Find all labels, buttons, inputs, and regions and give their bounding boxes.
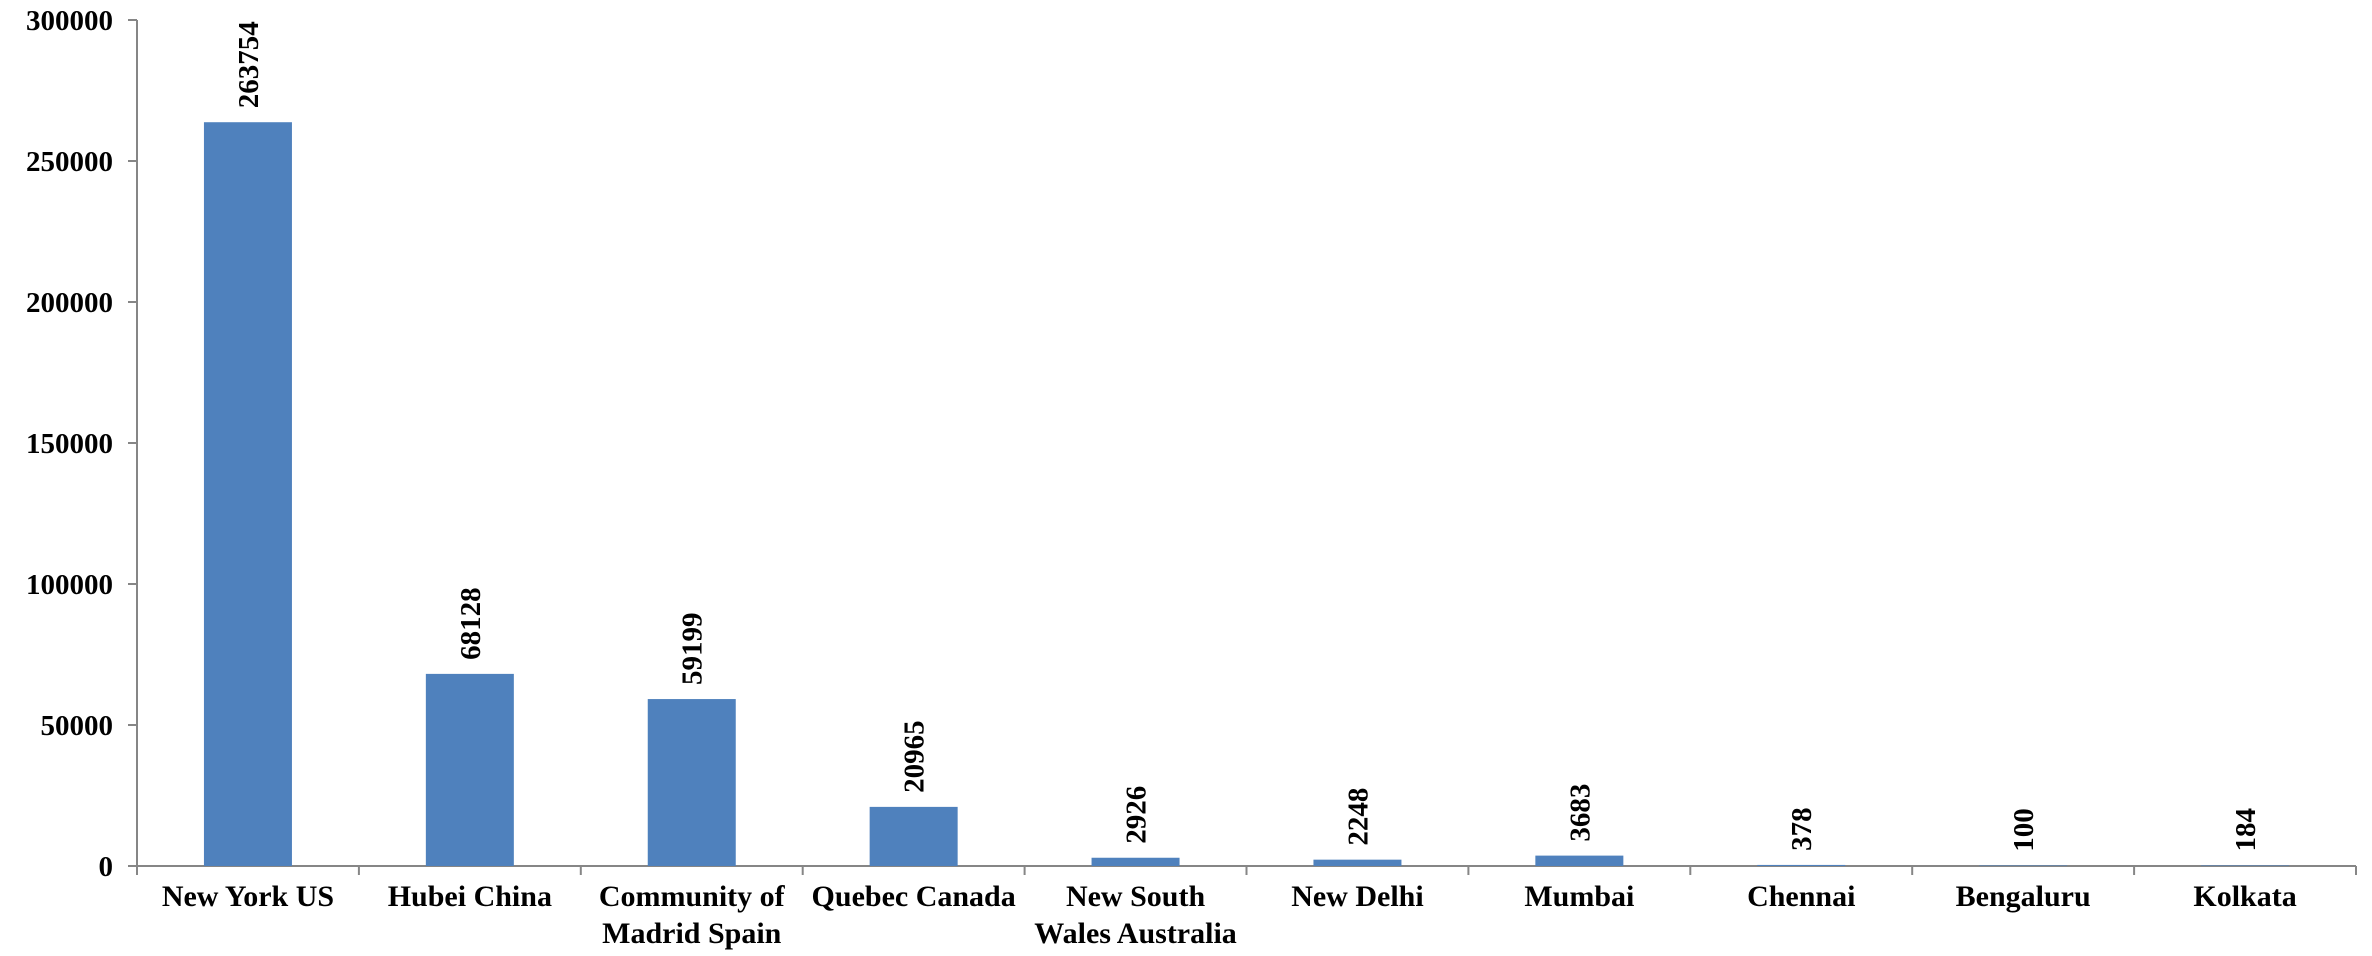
bar: [203, 122, 292, 866]
data-label: 184: [2230, 808, 2262, 852]
x-category-label: Community of Madrid Spain: [599, 880, 786, 950]
data-label: 59199: [677, 613, 709, 686]
data-label: 100: [2008, 808, 2040, 851]
x-category-label: New York US: [162, 880, 334, 913]
bar: [869, 806, 958, 866]
y-tick-label: 0: [99, 851, 114, 883]
x-axis: New York US Hubei China Community of Madrid…: [136, 865, 2357, 950]
x-category-label-line: New South: [1066, 880, 1206, 913]
data-label: 3683: [1564, 784, 1596, 842]
bar: [2201, 865, 2290, 866]
x-category-label: Quebec Canada: [812, 880, 1016, 913]
x-category-label: Mumbai: [1524, 880, 1634, 913]
data-label: 263754: [233, 21, 265, 108]
x-category-label-line: Chennai: [1747, 880, 1855, 913]
x-category-label-line: Madrid Spain: [602, 917, 782, 950]
x-category-label: Kolkata: [2193, 880, 2296, 913]
y-tick-label: 100000: [26, 569, 113, 601]
x-category-label-line: Mumbai: [1524, 880, 1634, 913]
x-category-label-line: New York US: [162, 880, 334, 913]
y-tick-label: 200000: [26, 287, 113, 319]
y-tick-label: 150000: [26, 428, 113, 460]
bar: [1979, 865, 2068, 866]
data-label: 2926: [1121, 786, 1153, 844]
x-category-label: New Delhi: [1291, 880, 1423, 913]
bar: [425, 673, 514, 866]
bars: [203, 122, 2290, 866]
x-category-label: Chennai: [1747, 880, 1855, 913]
data-label: 20965: [899, 720, 931, 793]
bar: [1091, 857, 1180, 866]
y-tick-label: 300000: [26, 5, 113, 37]
x-category-label-line: New Delhi: [1291, 880, 1423, 913]
bar: [1757, 864, 1846, 866]
data-label: 2248: [1342, 788, 1374, 846]
x-category-label-line: Hubei China: [388, 880, 552, 913]
x-category-label-line: Community of: [599, 880, 786, 913]
bar: [1313, 859, 1402, 866]
data-labels: 263754 68128 59199 20965 2926 2248 3683 378 100 1…: [233, 21, 2262, 852]
x-category-label-line: Bengaluru: [1956, 880, 2091, 913]
data-label: 68128: [455, 587, 487, 660]
bar: [647, 699, 736, 866]
x-category-label-line: Kolkata: [2193, 880, 2296, 913]
x-category-label-line: Wales Australia: [1034, 917, 1237, 950]
y-tick-label: 50000: [41, 710, 114, 742]
x-category-label: Hubei China: [388, 880, 552, 913]
x-category-label: Bengaluru: [1956, 880, 2091, 913]
y-axis: 0 50000 100000 150000 200000 250000 300000: [26, 5, 138, 883]
data-label: 378: [1786, 807, 1818, 851]
bar: [1535, 855, 1624, 866]
y-tick-label: 250000: [26, 146, 113, 178]
x-category-label-line: Quebec Canada: [812, 880, 1016, 913]
x-category-label: New South Wales Australia: [1034, 880, 1237, 950]
